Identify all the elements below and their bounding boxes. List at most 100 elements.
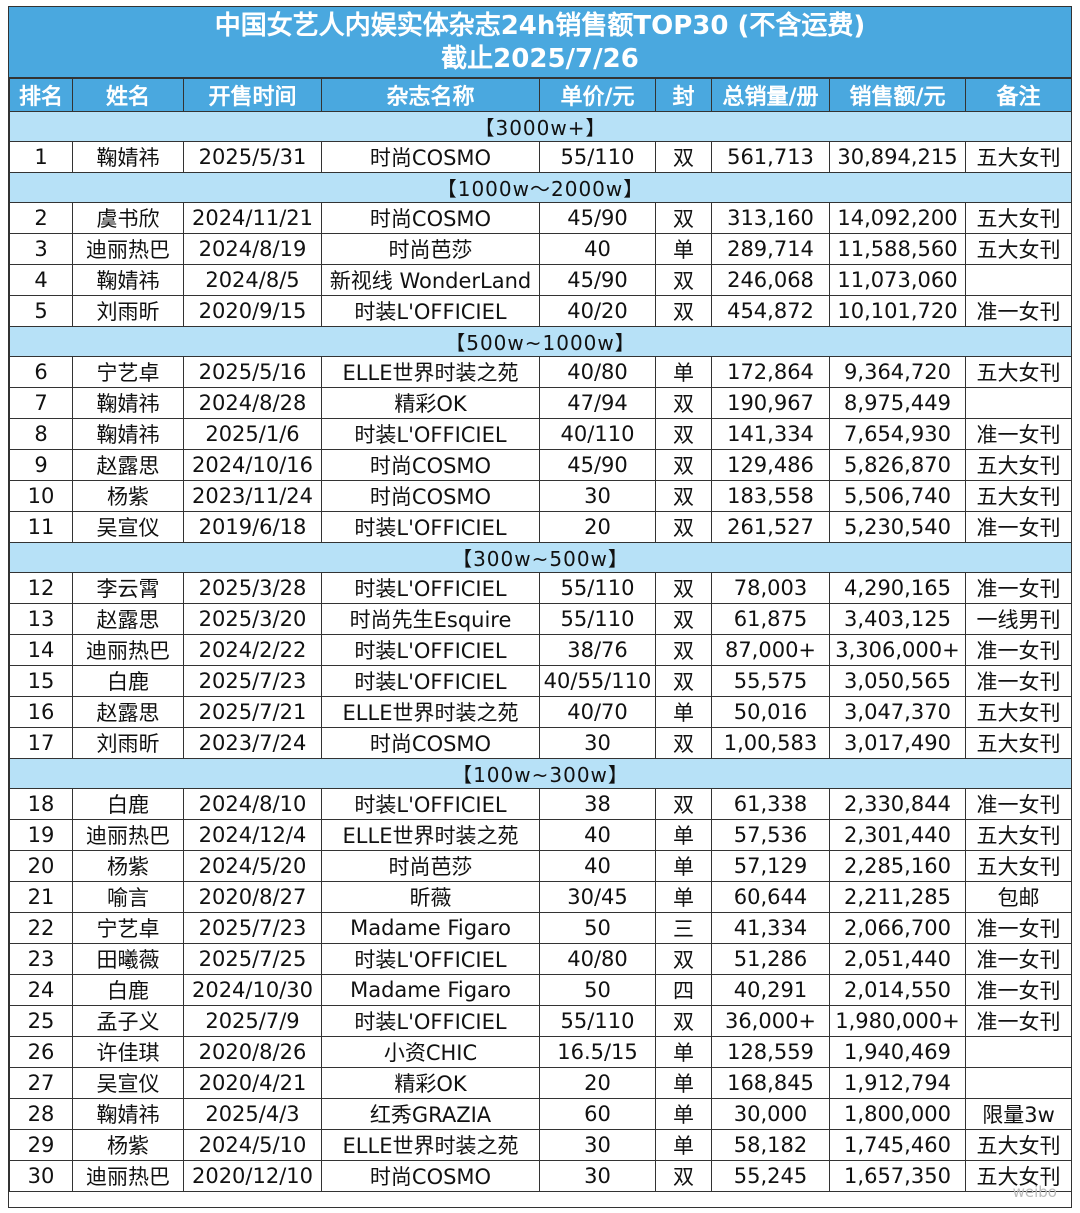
cell-revenue: 1,745,460 (829, 1129, 966, 1161)
cell-name: 许佳琪 (72, 1036, 184, 1068)
cell-rank: 11 (9, 511, 73, 543)
cell-remarks: 五大女刊 (965, 202, 1072, 234)
table-row: 12 李云霄 2025/3/28 时装L'OFFICIEL 55/110 双 78,003 4… (9, 572, 1072, 604)
cell-rank: 15 (9, 665, 73, 697)
watermark: weibo (1012, 1183, 1057, 1201)
cell-rank: 9 (9, 449, 73, 481)
cell-name: 杨紫 (72, 480, 184, 512)
cell-unit-price: 40/55/110 (539, 665, 656, 697)
table-row: 28 鞠婧祎 2025/4/3 红秀GRAZIA 60 单 30,000 1,800,000 限… (9, 1098, 1072, 1130)
cell-total-volume: 1,00,583 (711, 727, 830, 759)
cell-revenue: 1,657,350 (829, 1160, 966, 1192)
cell-revenue: 3,047,370 (829, 696, 966, 728)
section-label: 【100w~300w】 (9, 758, 1072, 789)
cell-name: 赵露思 (72, 449, 184, 481)
header-unit-price: 单价/元 (539, 78, 656, 112)
cell-cover: 双 (655, 480, 712, 512)
cell-revenue: 1,980,000+ (829, 1005, 966, 1037)
cell-remarks: 五大女刊 (965, 850, 1072, 882)
cell-magazine: ELLE世界时装之苑 (321, 356, 540, 388)
header-revenue: 销售额/元 (829, 78, 966, 112)
section-band: 【100w~300w】 (9, 758, 1072, 789)
cell-magazine: 时尚芭莎 (321, 233, 540, 265)
cell-rank: 30 (9, 1160, 73, 1192)
cell-unit-price: 38/76 (539, 634, 656, 666)
cell-rank: 16 (9, 696, 73, 728)
cell-total-volume: 129,486 (711, 449, 830, 481)
cell-rank: 3 (9, 233, 73, 265)
cell-magazine: 时尚COSMO (321, 141, 540, 173)
table-row: 17 刘雨昕 2023/7/24 时尚COSMO 30 双 1,00,583 3,017,49… (9, 727, 1072, 759)
cell-name: 宁艺卓 (72, 356, 184, 388)
cell-rank: 21 (9, 881, 73, 913)
cell-magazine: 时装L'OFFICIEL (321, 788, 540, 820)
cell-unit-price: 20 (539, 511, 656, 543)
cell-unit-price: 30 (539, 480, 656, 512)
cell-name: 迪丽热巴 (72, 233, 184, 265)
cell-unit-price: 30/45 (539, 881, 656, 913)
cell-cover: 单 (655, 1098, 712, 1130)
cell-magazine: 时装L'OFFICIEL (321, 1005, 540, 1037)
cell-revenue: 11,073,060 (829, 264, 966, 296)
cell-rank: 28 (9, 1098, 73, 1130)
cell-unit-price: 20 (539, 1067, 656, 1099)
cell-sale-date: 2024/8/19 (183, 233, 322, 265)
table-row: 25 孟子义 2025/7/9 时装L'OFFICIEL 55/110 双 36,000+ 1… (9, 1005, 1072, 1037)
cell-unit-price: 16.5/15 (539, 1036, 656, 1068)
cell-remarks: 准一女刊 (965, 572, 1072, 604)
cell-revenue: 2,066,700 (829, 912, 966, 944)
cell-magazine: 时装L'OFFICIEL (321, 572, 540, 604)
cell-magazine: 小资CHIC (321, 1036, 540, 1068)
cell-cover: 双 (655, 943, 712, 975)
cell-name: 刘雨昕 (72, 727, 184, 759)
header-rank: 排名 (9, 78, 73, 112)
header-magazine: 杂志名称 (321, 78, 540, 112)
cell-name: 杨紫 (72, 850, 184, 882)
cell-rank: 10 (9, 480, 73, 512)
cell-rank: 12 (9, 572, 73, 604)
cell-magazine: ELLE世界时装之苑 (321, 819, 540, 851)
cell-magazine: 时尚COSMO (321, 202, 540, 234)
table-row: 8 鞠婧祎 2025/1/6 时装L'OFFICIEL 40/110 双 141,334 7,… (9, 418, 1072, 450)
table-row: 7 鞠婧祎 2024/8/28 精彩OK 47/94 双 190,967 8,975,449 (9, 387, 1072, 419)
cell-name: 迪丽热巴 (72, 1160, 184, 1192)
cell-total-volume: 57,536 (711, 819, 830, 851)
cell-revenue: 10,101,720 (829, 295, 966, 327)
cell-unit-price: 40 (539, 850, 656, 882)
cell-cover: 单 (655, 356, 712, 388)
cell-cover: 单 (655, 696, 712, 728)
cell-total-volume: 128,559 (711, 1036, 830, 1068)
cell-rank: 20 (9, 850, 73, 882)
cell-unit-price: 30 (539, 1160, 656, 1192)
cell-sale-date: 2024/12/4 (183, 819, 322, 851)
cell-cover: 双 (655, 387, 712, 419)
cell-remarks: 包邮 (965, 881, 1072, 913)
cell-remarks: 五大女刊 (965, 141, 1072, 173)
cell-sale-date: 2020/8/26 (183, 1036, 322, 1068)
cell-sale-date: 2024/11/21 (183, 202, 322, 234)
cell-name: 赵露思 (72, 696, 184, 728)
cell-rank: 13 (9, 603, 73, 635)
cell-remarks: 准一女刊 (965, 912, 1072, 944)
cell-magazine: ELLE世界时装之苑 (321, 1129, 540, 1161)
cell-rank: 27 (9, 1067, 73, 1099)
cell-unit-price: 45/90 (539, 264, 656, 296)
cell-rank: 18 (9, 788, 73, 820)
cell-unit-price: 40/70 (539, 696, 656, 728)
table-row: 15 白鹿 2025/7/23 时装L'OFFICIEL 40/55/110 双 55,57… (9, 665, 1072, 697)
cell-remarks: 准一女刊 (965, 943, 1072, 975)
cell-sale-date: 2025/7/9 (183, 1005, 322, 1037)
cell-remarks: 准一女刊 (965, 974, 1072, 1006)
cell-unit-price: 60 (539, 1098, 656, 1130)
cell-sale-date: 2024/5/20 (183, 850, 322, 882)
cell-name: 鞠婧祎 (72, 1098, 184, 1130)
cell-total-volume: 41,334 (711, 912, 830, 944)
cell-revenue: 3,403,125 (829, 603, 966, 635)
cell-sale-date: 2024/8/10 (183, 788, 322, 820)
cell-total-volume: 60,644 (711, 881, 830, 913)
cell-total-volume: 78,003 (711, 572, 830, 604)
cell-rank: 7 (9, 387, 73, 419)
cell-magazine: 精彩OK (321, 387, 540, 419)
cell-rank: 8 (9, 418, 73, 450)
cell-revenue: 7,654,930 (829, 418, 966, 450)
